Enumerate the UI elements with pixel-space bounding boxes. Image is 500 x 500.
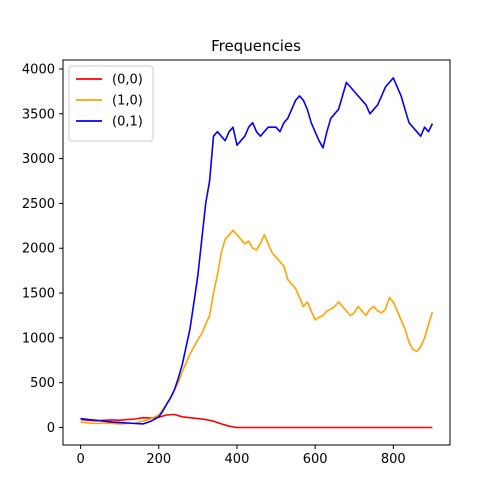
y-tick-label: 4000 (22, 62, 55, 77)
chart-title: Frequencies (211, 37, 301, 55)
y-tick-label: 0 (47, 421, 55, 436)
legend-label: (0,0) (112, 73, 143, 88)
x-tick-label: 600 (303, 452, 328, 467)
y-tick-label: 3000 (22, 152, 55, 167)
x-tick-label: 0 (76, 452, 84, 467)
x-tick-label: 200 (146, 452, 171, 467)
y-tick-label: 2500 (22, 197, 55, 212)
legend-label: (1,0) (112, 94, 143, 109)
x-tick-label: 400 (225, 452, 250, 467)
y-tick-label: 2000 (22, 242, 55, 257)
x-tick-label: 800 (381, 452, 406, 467)
legend-label: (0,1) (112, 115, 143, 130)
legend: (0,0) (1,0) (0,1) (69, 66, 153, 141)
y-axis: 0 500 1000 1500 2000 2500 3000 3500 4000 (22, 62, 63, 436)
y-tick-label: 3500 (22, 107, 55, 122)
y-tick-label: 1000 (22, 331, 55, 346)
y-tick-label: 1500 (22, 287, 55, 302)
y-tick-label: 500 (30, 376, 55, 391)
x-axis: 0 200 400 600 800 (76, 445, 405, 467)
